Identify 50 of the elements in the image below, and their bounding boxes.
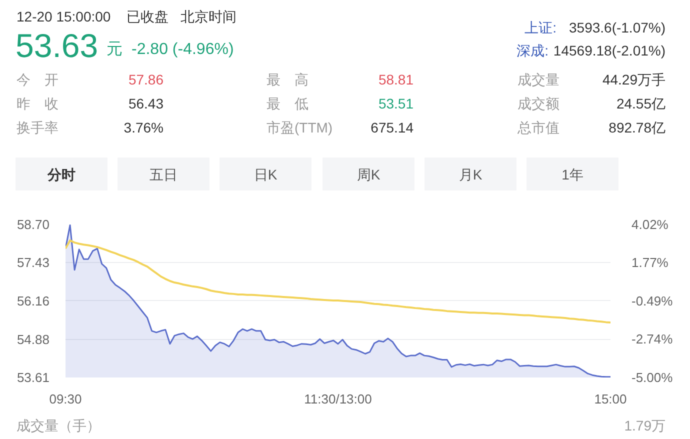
text: 周K [356,166,381,182]
text: 已收盘 [126,8,168,24]
y-tick-label: 56.16 [16,293,50,308]
y2-tick-label: 1.77% [632,255,669,270]
text: 元 [106,41,122,58]
line-series [66,239,610,324]
text: 57.86 [128,72,164,88]
text: 3.76% [124,120,164,136]
text: 上证: [524,20,556,36]
text: 44.29万手 [602,72,666,88]
text: 最 高 [266,72,308,88]
x-tick-label: 15:00 [594,392,627,406]
text: 12-20 15:00:00 [16,8,111,24]
text: 北京时间 [180,8,236,24]
text: 五日 [150,166,178,182]
y-tick-label: 58.70 [16,217,50,232]
text: -2.80 (-4.96%) [132,41,234,58]
text: 换手率 [16,120,58,136]
text: 日K [254,166,278,182]
y2-tick-label: 4.02% [632,217,669,232]
text: 月K [458,166,483,182]
y-tick-label: 53.61 [16,370,50,385]
y-tick-label: 57.43 [16,255,50,270]
text: 892.78亿 [608,120,666,136]
text: 675.14 [370,120,414,136]
y2-tick-label: -5.00% [632,370,674,385]
text: 成交额 [518,96,560,112]
text: 1年 [562,166,584,182]
y2-tick-label: -0.49% [632,294,674,308]
text: 成交量（手） [16,418,100,434]
text: 3593.6(-1.07%) [568,20,666,36]
text: 总市值 [516,120,560,136]
x-tick-label: 09:30 [49,392,82,406]
x-tick-label: 11:30/13:00 [304,392,372,406]
text: 昨 收 [16,96,58,112]
text: 今 开 [16,72,58,88]
text: 1.79万 [624,418,666,434]
y-tick-label: 54.88 [16,332,50,347]
text: 分时 [46,166,76,182]
text: 53.51 [378,96,414,112]
text: 成交量 [518,72,560,88]
text: 58.81 [378,72,414,88]
text: 24.55亿 [616,96,666,112]
text: 市盈(TTM) [266,120,333,136]
text: 深成: [516,42,548,58]
text: 14569.18(-2.01%) [553,42,666,58]
text: 56.43 [128,96,164,112]
text: 最 低 [266,96,308,112]
y2-tick-label: -2.74% [632,332,674,347]
text: 53.63 [16,27,98,64]
